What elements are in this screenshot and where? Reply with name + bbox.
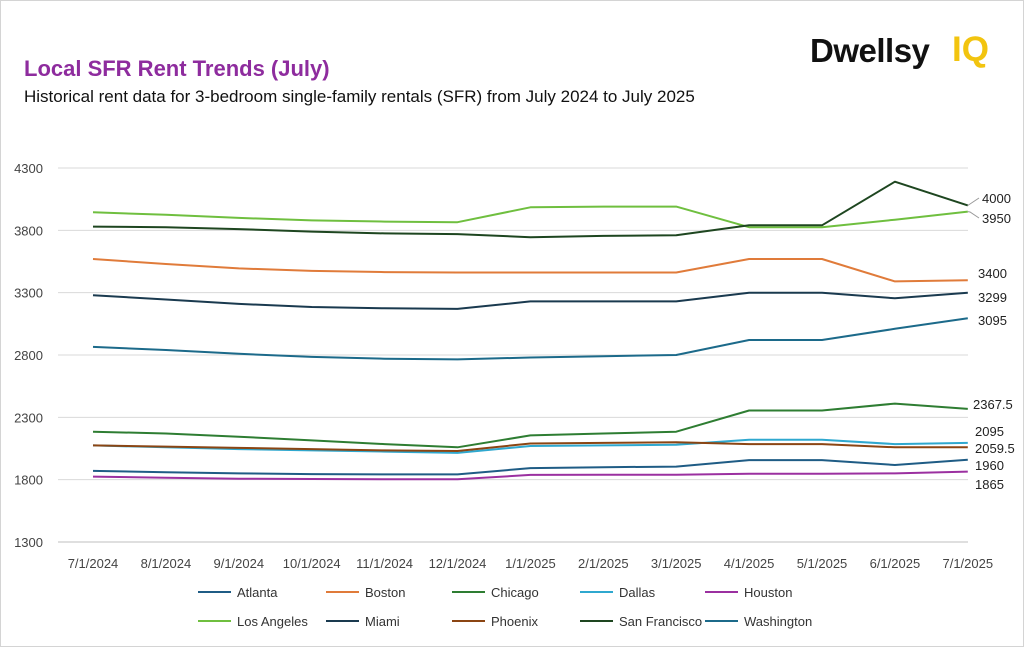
y-tick-label: 2800 [14, 348, 43, 363]
legend-label: Houston [744, 585, 792, 600]
x-tick-label: 6/1/2025 [870, 556, 921, 571]
end-value-label: 2095 [975, 424, 1004, 439]
series-lines [92, 180, 969, 481]
chart-subtitle: Historical rent data for 3-bedroom singl… [24, 87, 695, 106]
y-tick-label: 3800 [14, 223, 43, 238]
legend-label: Los Angeles [237, 614, 308, 629]
x-tick-label: 12/1/2024 [429, 556, 487, 571]
legend-label: Phoenix [491, 614, 538, 629]
end-value-label: 3299 [978, 290, 1007, 305]
x-axis: 7/1/2024 8/1/2024 9/1/2024 10/1/2024 11/1/20… [68, 556, 993, 571]
end-value-label: 3095 [978, 313, 1007, 328]
series-line-chicago [92, 402, 968, 449]
series-line-los-angeles [92, 205, 968, 229]
x-tick-label: 2/1/2025 [578, 556, 629, 571]
end-value-label: 2367.5 [973, 397, 1013, 412]
series-line-washington [92, 317, 968, 361]
series-line-houston [92, 470, 968, 481]
y-tick-label: 1300 [14, 535, 43, 550]
x-tick-label: 9/1/2024 [213, 556, 264, 571]
label-leader-line [967, 211, 980, 219]
y-tick-label: 4300 [14, 161, 43, 176]
legend-label: Dallas [619, 585, 656, 600]
end-value-label: 2059.5 [975, 441, 1015, 456]
x-tick-label: 7/1/2025 [942, 556, 993, 571]
series-line-boston [92, 258, 968, 283]
end-value-label: 1865 [975, 477, 1004, 492]
x-tick-label: 1/1/2025 [505, 556, 556, 571]
x-tick-label: 3/1/2025 [651, 556, 702, 571]
brand-logo: Dwellsy IQ [810, 30, 989, 72]
series-line-dallas [92, 438, 968, 454]
y-tick-label: 1800 [14, 473, 43, 488]
end-value-label: 3400 [978, 266, 1007, 281]
series-line-san-francisco [92, 180, 969, 239]
series-line-miami [92, 291, 968, 310]
end-value-label: 4000 [982, 191, 1011, 206]
y-axis: 1300 1800 2300 2800 3300 3800 4300 [14, 161, 43, 550]
logo-brand-text: Dwellsy [810, 32, 930, 69]
series-line-atlanta [92, 458, 968, 476]
legend-label: Chicago [491, 585, 539, 600]
legend-label: Boston [365, 585, 405, 600]
end-labels: 4000 3950 3400 3299 3095 2367.5 2095 2059.5 1960… [967, 191, 1015, 492]
label-leader-line [967, 197, 980, 206]
end-value-label: 3950 [982, 211, 1011, 226]
x-tick-label: 7/1/2024 [68, 556, 119, 571]
x-tick-label: 5/1/2025 [797, 556, 848, 571]
end-value-label: 1960 [975, 458, 1004, 473]
y-tick-label: 2300 [14, 410, 43, 425]
legend-label: San Francisco [619, 614, 702, 629]
legend: Atlanta Boston Chicago Dallas Houston Los Ang… [198, 585, 812, 629]
y-tick-label: 3300 [14, 286, 43, 301]
chart-title: Local SFR Rent Trends (July) [24, 56, 330, 81]
legend-label: Atlanta [237, 585, 278, 600]
x-tick-label: 4/1/2025 [724, 556, 775, 571]
x-tick-label: 11/1/2024 [356, 556, 413, 571]
x-tick-label: 8/1/2024 [141, 556, 192, 571]
series-line-phoenix [92, 441, 968, 452]
gridlines [58, 167, 968, 543]
legend-label: Miami [365, 614, 400, 629]
logo-iq-text: IQ [952, 30, 989, 69]
x-tick-label: 10/1/2024 [283, 556, 341, 571]
legend-label: Washington [744, 614, 812, 629]
